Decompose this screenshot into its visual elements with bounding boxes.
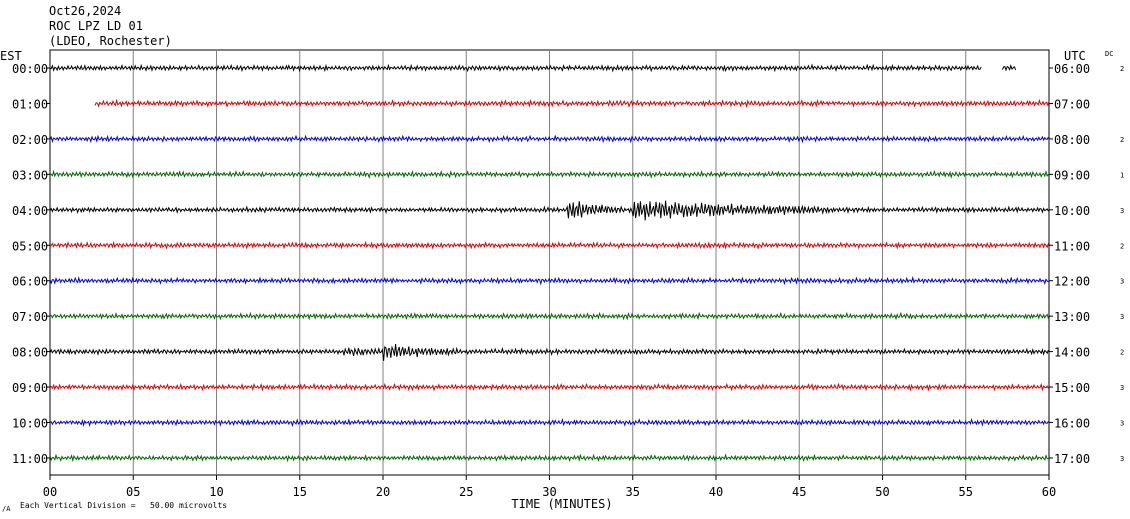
right-timezone-label: UTC bbox=[1064, 49, 1086, 63]
trace-line bbox=[49, 275, 1049, 286]
row-label-utc: 06:00 bbox=[1054, 62, 1090, 76]
dc-label: DC bbox=[1105, 50, 1113, 58]
x-tick-label: 50 bbox=[875, 485, 889, 499]
trace-line bbox=[49, 134, 1049, 144]
row-label-est: 00:00 bbox=[12, 62, 48, 76]
x-tick-label: 45 bbox=[792, 485, 806, 499]
x-axis-title: TIME (MINUTES) bbox=[511, 497, 612, 511]
row-label-utc: 08:00 bbox=[1054, 133, 1090, 147]
row-dc-value: 3 bbox=[1120, 278, 1124, 286]
seismic-traces bbox=[49, 63, 1050, 463]
row-label-est: 05:00 bbox=[12, 239, 48, 253]
scale-note: Each Vertical Division = 50.00 microvolt… bbox=[20, 501, 227, 510]
row-dc-value: 2 bbox=[1120, 136, 1124, 144]
row-label-est: 02:00 bbox=[12, 133, 48, 147]
row-label-est: 06:00 bbox=[12, 275, 48, 289]
x-tick-label: 00 bbox=[43, 485, 57, 499]
row-dc-value: 2 bbox=[1120, 349, 1124, 357]
row-label-est: 01:00 bbox=[12, 97, 48, 111]
x-tick-label: 10 bbox=[209, 485, 223, 499]
row-label-utc: 15:00 bbox=[1054, 381, 1090, 395]
row-label-utc: 10:00 bbox=[1054, 204, 1090, 218]
x-tick-label: 40 bbox=[709, 485, 723, 499]
network-name: (LDEO, Rochester) bbox=[49, 34, 172, 48]
row-label-utc: 11:00 bbox=[1054, 239, 1090, 253]
row-label-utc: 17:00 bbox=[1054, 452, 1090, 466]
chart-date: Oct26,2024 bbox=[49, 4, 122, 18]
row-label-est: 08:00 bbox=[12, 346, 48, 360]
x-tick-label: 35 bbox=[626, 485, 640, 499]
x-tick-label: 15 bbox=[293, 485, 307, 499]
trace-line bbox=[49, 240, 1049, 250]
row-dc-value: 3 bbox=[1120, 207, 1124, 215]
row-label-est: 09:00 bbox=[12, 381, 48, 395]
svg-text:/A: /A bbox=[2, 505, 11, 513]
x-tick-label: 05 bbox=[126, 485, 140, 499]
chart-grid bbox=[46, 49, 1053, 480]
row-label-est: 10:00 bbox=[12, 417, 48, 431]
row-dc-value: 3 bbox=[1120, 313, 1124, 321]
row-label-utc: 09:00 bbox=[1054, 168, 1090, 182]
x-tick-label: 55 bbox=[959, 485, 973, 499]
trace-line bbox=[50, 311, 1049, 321]
x-tick-label: 60 bbox=[1042, 485, 1056, 499]
trace-line bbox=[49, 343, 1049, 361]
scale-icon: /A bbox=[2, 505, 11, 513]
trace-line bbox=[49, 453, 1049, 463]
x-tick-label: 25 bbox=[459, 485, 473, 499]
x-tick-label: 20 bbox=[376, 485, 390, 499]
trace-line bbox=[50, 63, 982, 73]
row-dc-value: 2 bbox=[1120, 65, 1124, 73]
left-timezone-label: EST bbox=[0, 49, 22, 63]
trace-line bbox=[49, 382, 1049, 392]
trace-line bbox=[49, 418, 1049, 428]
row-label-utc: 13:00 bbox=[1054, 310, 1090, 324]
row-dc-value: 3 bbox=[1120, 384, 1124, 392]
row-dc-value: 3 bbox=[1120, 455, 1124, 463]
row-dc-value: 1 bbox=[1120, 171, 1124, 179]
row-label-utc: 14:00 bbox=[1054, 346, 1090, 360]
row-label-utc: 12:00 bbox=[1054, 275, 1090, 289]
trace-line bbox=[94, 98, 1050, 109]
row-dc-value: 3 bbox=[1120, 420, 1124, 428]
row-label-est: 04:00 bbox=[12, 204, 48, 218]
chart-labels: 00 05 10 15 20 25 30 35 40 45 50 55 60 00:00 06:00 2 01:… bbox=[12, 62, 1124, 499]
station-code: ROC LPZ LD 01 bbox=[49, 19, 143, 33]
trace-segment bbox=[1001, 64, 1017, 72]
row-label-est: 11:00 bbox=[12, 452, 48, 466]
trace-line bbox=[49, 169, 1049, 179]
row-label-est: 07:00 bbox=[12, 310, 48, 324]
x-tick-label: 30 bbox=[542, 485, 556, 499]
row-label-utc: 07:00 bbox=[1054, 97, 1090, 111]
row-label-est: 03:00 bbox=[12, 168, 48, 182]
trace-line bbox=[49, 200, 1049, 221]
row-label-utc: 16:00 bbox=[1054, 417, 1090, 431]
row-dc-value: 2 bbox=[1120, 242, 1124, 250]
